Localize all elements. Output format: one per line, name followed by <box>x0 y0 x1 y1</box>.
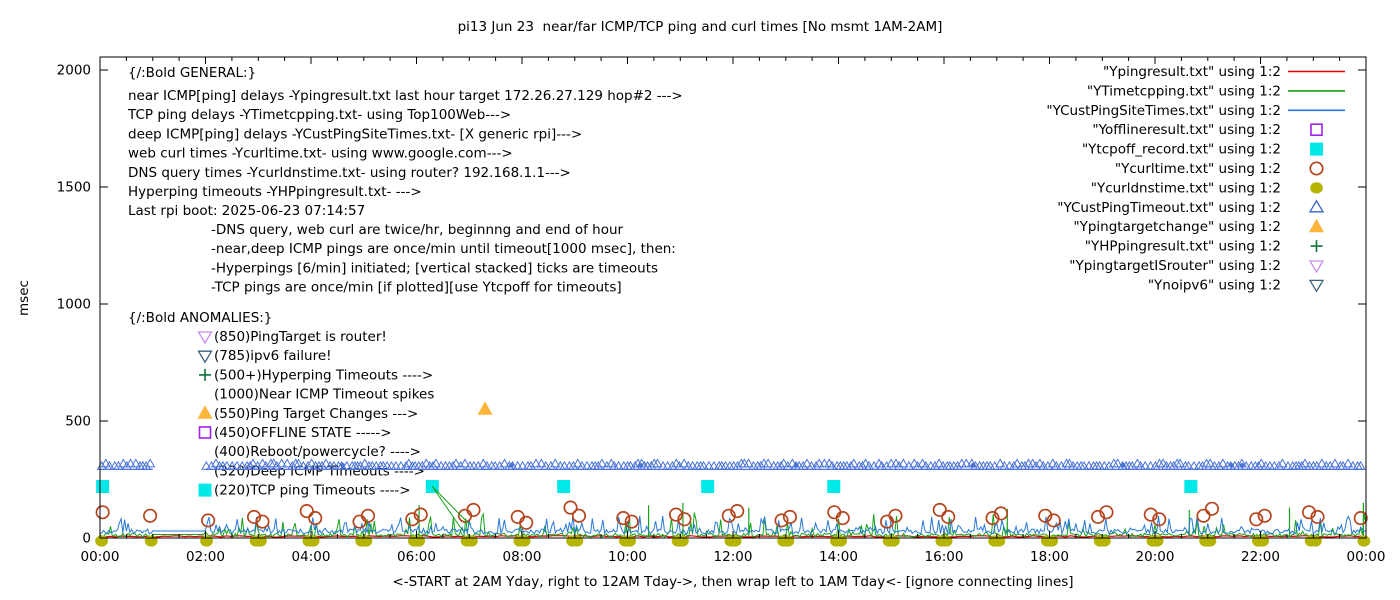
svg-text:(450)OFFLINE STATE ----->: (450)OFFLINE STATE -----> <box>214 425 392 441</box>
x-axis-label: <-START at 2AM Yday, right to 12AM Tday-… <box>392 574 1074 590</box>
svg-text:-near,deep ICMP pings are once: -near,deep ICMP pings are once/min until… <box>211 241 676 257</box>
svg-text:"Ypingresult.txt" using 1:2: "Ypingresult.txt" using 1:2 <box>1103 64 1281 80</box>
svg-text:(400)Reboot/powercycle? ---->: (400)Reboot/powercycle? ----> <box>214 444 421 460</box>
svg-text:18:00: 18:00 <box>1030 549 1069 565</box>
svg-text:(785)ipv6 failure!: (785)ipv6 failure! <box>214 348 332 364</box>
svg-text:1500: 1500 <box>57 180 91 196</box>
chart-title: pi13 Jun 23 near/far ICMP/TCP ping and c… <box>457 19 943 35</box>
svg-text:near ICMP[ping] delays -Ypingr: near ICMP[ping] delays -Ypingresult.txt … <box>128 88 683 104</box>
svg-text:-Hyperpings [6/min] initiated;: -Hyperpings [6/min] initiated; [vertical… <box>211 260 658 276</box>
svg-text:22:00: 22:00 <box>1241 549 1280 565</box>
svg-text:(850)PingTarget is router!: (850)PingTarget is router! <box>214 329 387 345</box>
svg-text:"YHPpingresult.txt" using 1:2: "YHPpingresult.txt" using 1:2 <box>1085 239 1281 255</box>
series-ycurltime <box>95 500 1368 530</box>
svg-text:(500+)Hyperping Timeouts ---->: (500+)Hyperping Timeouts ----> <box>214 367 433 383</box>
svg-text:00:00: 00:00 <box>81 549 120 565</box>
svg-text:"Yofflineresult.txt" using 1:2: "Yofflineresult.txt" using 1:2 <box>1092 122 1281 138</box>
svg-text:14:00: 14:00 <box>819 549 858 565</box>
svg-text:08:00: 08:00 <box>503 549 542 565</box>
svg-text:"Ynoipv6" using 1:2: "Ynoipv6" using 1:2 <box>1148 277 1281 293</box>
svg-text:02:00: 02:00 <box>186 549 225 565</box>
svg-text:{/:Bold GENERAL:}: {/:Bold GENERAL:} <box>128 65 256 81</box>
legend: "Ypingresult.txt" using 1:2 "YTimetcpping… <box>1046 64 1345 293</box>
series-ypingtargetchange <box>477 401 493 415</box>
svg-text:-DNS query, web curl are twice: -DNS query, web curl are twice/hr, begin… <box>211 222 624 238</box>
svg-text:12:00: 12:00 <box>714 549 753 565</box>
svg-text:Hyperping timeouts -YHPpingres: Hyperping timeouts -YHPpingresult.txt- -… <box>128 184 422 200</box>
svg-text:"Ycurltime.txt" using 1:2: "Ycurltime.txt" using 1:2 <box>1115 161 1281 177</box>
plot-annotations: {/:Bold GENERAL:} near ICMP[ping] delays … <box>127 65 683 499</box>
svg-text:06:00: 06:00 <box>397 549 436 565</box>
svg-text:"Ypingtargetchange" using 1:2: "Ypingtargetchange" using 1:2 <box>1073 219 1281 235</box>
svg-text:DNS query times -Ycurldnstime.: DNS query times -Ycurldnstime.txt- using… <box>128 165 571 181</box>
svg-text:-TCP pings are once/min [if pl: -TCP pings are once/min [if plotted][use… <box>211 280 622 296</box>
svg-text:(1000)Near ICMP Timeout spikes: (1000)Near ICMP Timeout spikes <box>214 387 434 403</box>
svg-text:(550)Ping Target Changes --->: (550)Ping Target Changes ---> <box>214 406 418 422</box>
svg-text:"Ytcpoff_record.txt" using 1:2: "Ytcpoff_record.txt" using 1:2 <box>1082 142 1281 158</box>
svg-text:500: 500 <box>65 414 91 430</box>
axes-and-border: 0 500 1000 1500 2000 00:00 02:00 04:00 06:00 08:0… <box>57 56 1386 565</box>
svg-text:"Ycurldnstime.txt" using 1:2: "Ycurldnstime.txt" using 1:2 <box>1091 180 1281 196</box>
svg-text:deep ICMP[ping] delays -YCustP: deep ICMP[ping] delays -YCustPingSiteTim… <box>128 126 582 142</box>
svg-text:2000: 2000 <box>57 63 91 79</box>
svg-text:Last rpi boot: 2025-06-23 07:1: Last rpi boot: 2025-06-23 07:14:57 <box>128 203 365 219</box>
svg-text:"YCustPingSiteTimes.txt" using: "YCustPingSiteTimes.txt" using 1:2 <box>1046 103 1281 119</box>
svg-text:1000: 1000 <box>57 297 91 313</box>
svg-text:00:00: 00:00 <box>1347 549 1386 565</box>
svg-text:20:00: 20:00 <box>1136 549 1175 565</box>
svg-text:"YTimetcpping.txt" using 1:2: "YTimetcpping.txt" using 1:2 <box>1087 83 1281 99</box>
series-ycustpingtimeout <box>96 458 1366 471</box>
svg-text:10:00: 10:00 <box>608 549 647 565</box>
svg-text:16:00: 16:00 <box>925 549 964 565</box>
series-yhppingresult <box>431 486 471 532</box>
svg-text:"YCustPingTimeout.txt" using 1: "YCustPingTimeout.txt" using 1:2 <box>1057 200 1281 216</box>
svg-text:web curl times -Ycurltime.txt-: web curl times -Ycurltime.txt- using www… <box>128 146 513 162</box>
svg-text:"YpingtargetISrouter" using 1:: "YpingtargetISrouter" using 1:2 <box>1069 258 1281 274</box>
svg-text:04:00: 04:00 <box>292 549 331 565</box>
svg-text:(220)TCP ping Timeouts ---->: (220)TCP ping Timeouts ----> <box>214 483 411 499</box>
svg-text:TCP ping delays -YTimetcpping.: TCP ping delays -YTimetcpping.txt- using… <box>127 107 511 123</box>
svg-text:0: 0 <box>82 531 91 547</box>
svg-text:{/:Bold ANOMALIES:}: {/:Bold ANOMALIES:} <box>128 310 272 326</box>
